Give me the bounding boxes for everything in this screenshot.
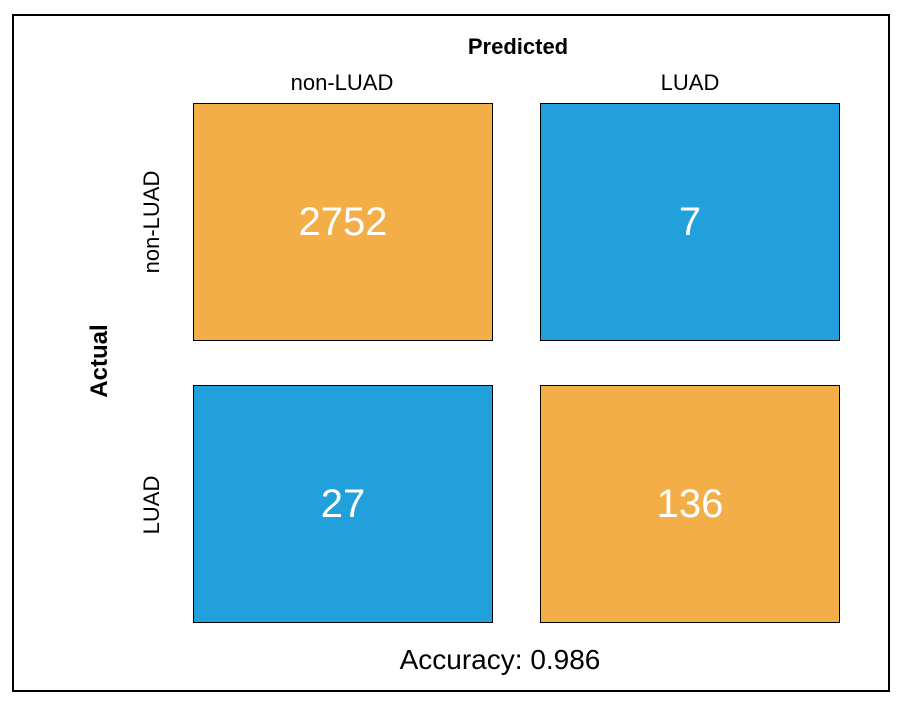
cell-actual-luad-predicted-luad: 136 xyxy=(540,385,840,623)
row-label-luad: LUAD xyxy=(139,475,164,535)
cell-value-tp: 136 xyxy=(656,481,724,526)
column-label-non-luad: non-LUAD xyxy=(290,70,394,95)
row-label-non-luad: non-LUAD xyxy=(139,170,164,274)
cell-actual-non-luad-predicted-non-luad: 2752 xyxy=(193,103,493,341)
cell-value-tn: 2752 xyxy=(298,199,388,244)
axis-title-actual: Actual xyxy=(86,324,113,398)
cell-actual-luad-predicted-non-luad: 27 xyxy=(193,385,493,623)
column-label-luad: LUAD xyxy=(660,70,720,95)
axis-title-predicted: Predicted xyxy=(467,34,569,59)
accuracy-label: Accuracy: 0.986 xyxy=(399,644,601,675)
cell-value-fp: 7 xyxy=(678,199,702,244)
cell-value-fn: 27 xyxy=(320,481,366,526)
cell-actual-non-luad-predicted-luad: 7 xyxy=(540,103,840,341)
